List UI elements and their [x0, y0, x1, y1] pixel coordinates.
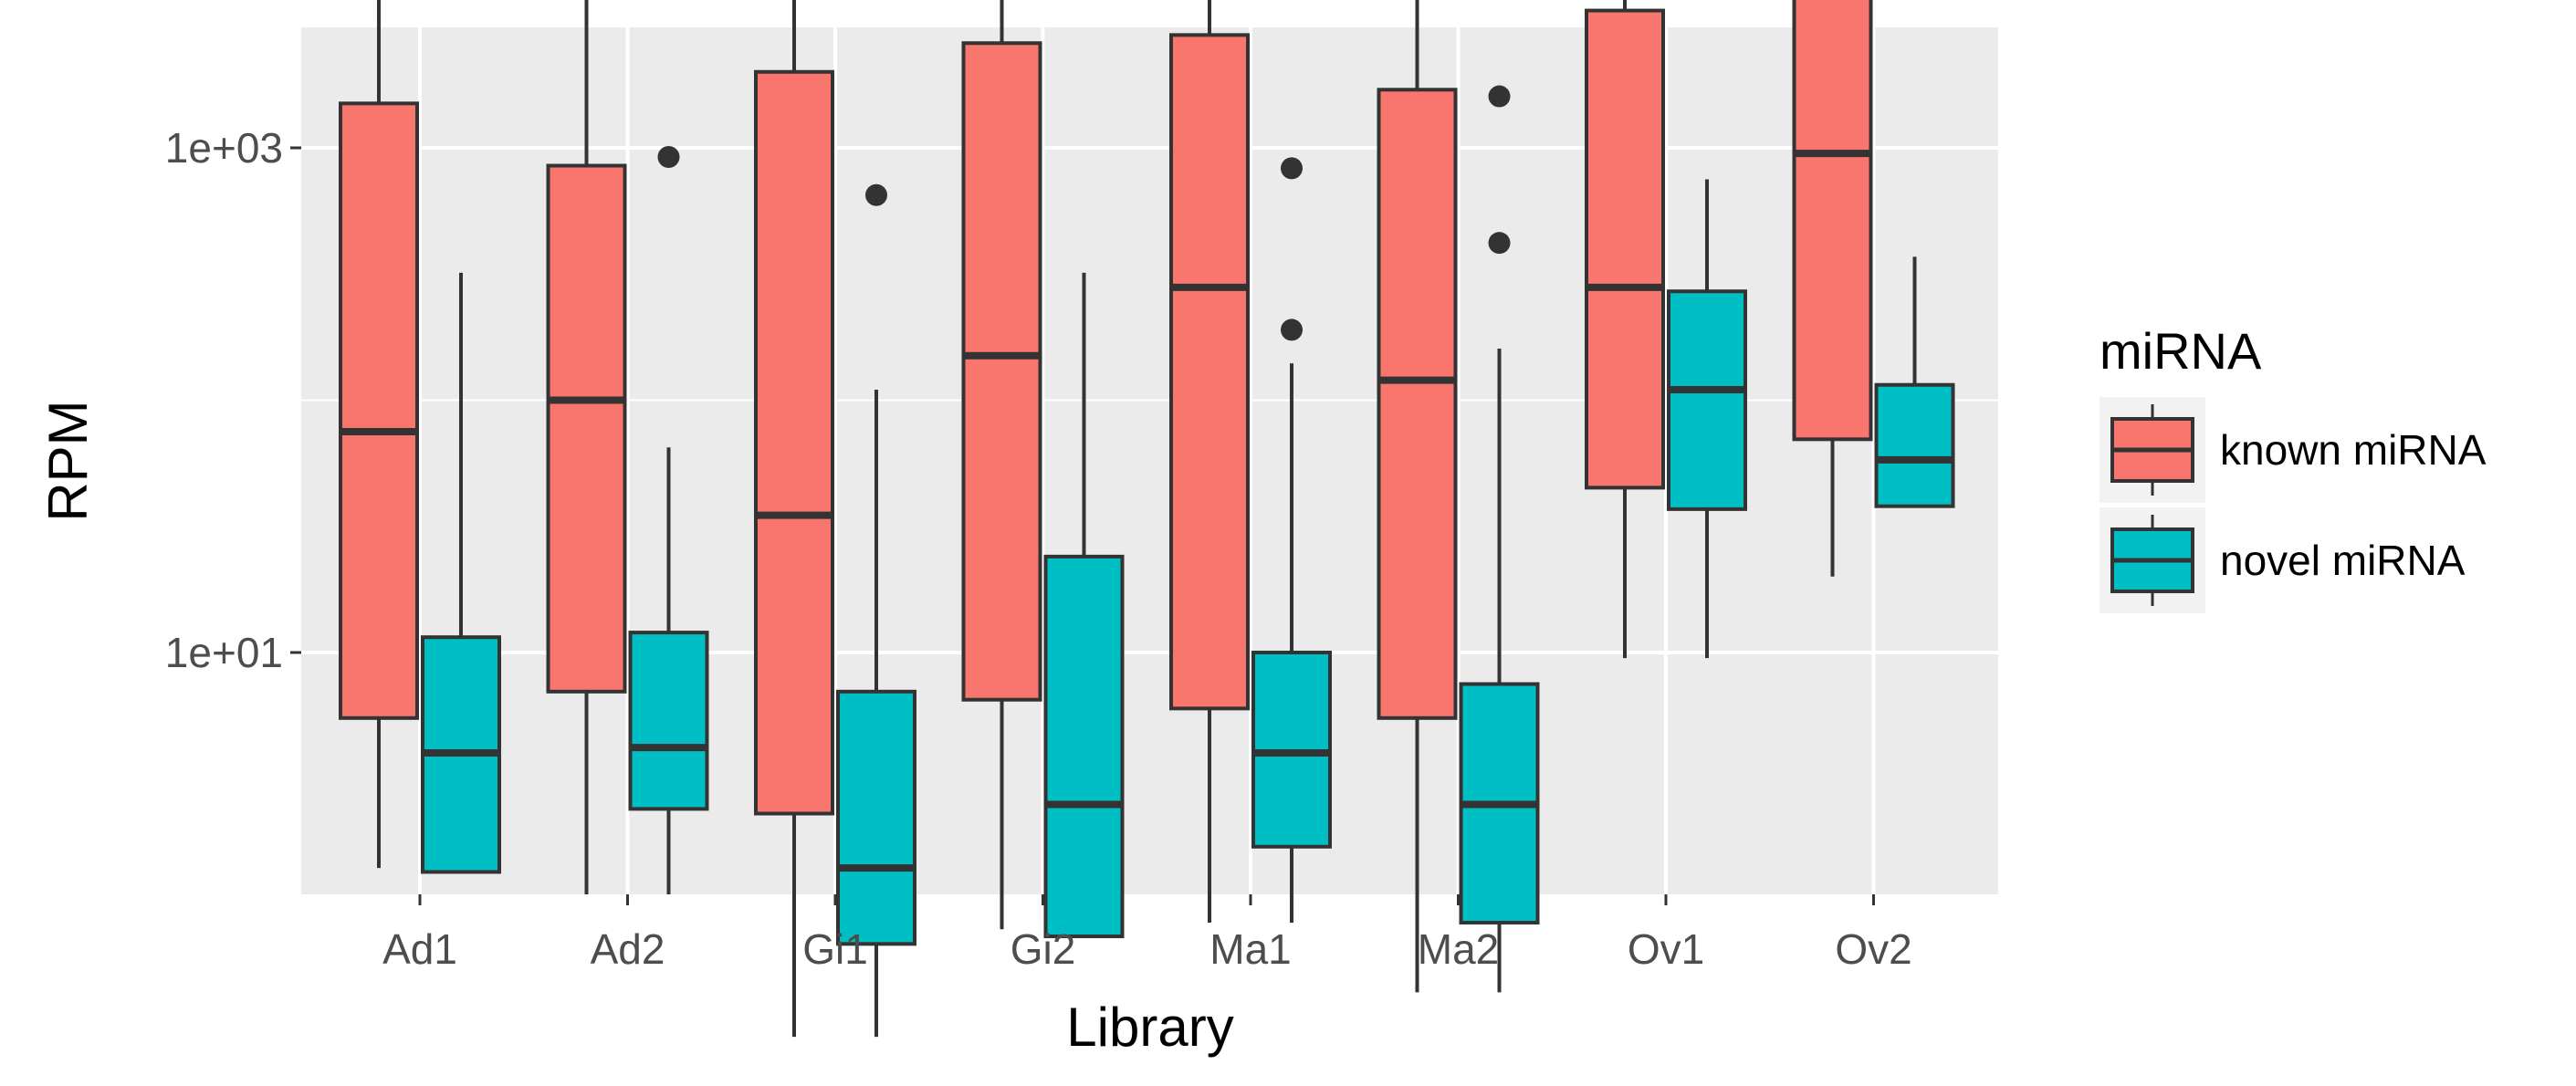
legend-label: known miRNA: [2220, 426, 2487, 474]
box-iqr: [836, 689, 916, 946]
box-Ad2-novel: [628, 146, 709, 895]
box-iqr: [1169, 33, 1250, 711]
box-Ad1-novel: [421, 272, 501, 874]
outlier-point: [657, 146, 680, 169]
outlier-point: [1488, 85, 1511, 108]
box-iqr: [961, 41, 1042, 702]
legend-item-known: known miRNA: [2100, 397, 2487, 503]
box-Ov2-novel: [1874, 256, 1955, 508]
box-Gi1-novel: [836, 183, 916, 1038]
box-iqr: [1792, 0, 1873, 442]
legend: miRNA known miRNA novel miRNA: [2100, 322, 2487, 613]
outlier-point: [1281, 157, 1303, 180]
x-tick-label: Ov1: [1628, 925, 1704, 973]
box-iqr: [1667, 289, 1747, 511]
x-tick-label: Ad1: [382, 925, 457, 973]
box-iqr: [628, 631, 709, 811]
box-Gi2-known: [961, 0, 1042, 930]
box-iqr: [1043, 554, 1125, 939]
outlier-point: [865, 183, 887, 206]
box-Ma2-novel: [1459, 85, 1540, 993]
box-iqr: [1377, 88, 1458, 720]
outlier-point: [1281, 318, 1303, 341]
x-axis: Ad1 Ad2 Gi1 Gi2 Ma1 Ma2 Ov1 Ov2: [382, 894, 1912, 973]
x-tick-label: Gi1: [802, 925, 868, 973]
x-tick-label: Ad2: [591, 925, 665, 973]
box-iqr: [1874, 382, 1955, 508]
legend-title: miRNA: [2100, 322, 2262, 380]
legend-item-novel: novel miRNA: [2100, 507, 2466, 613]
box-Ma1-known: [1169, 0, 1250, 924]
x-tick-label: Ma1: [1209, 925, 1291, 973]
box-iqr: [754, 69, 834, 816]
box-iqr: [1585, 8, 1665, 490]
legend-label: novel miRNA: [2220, 537, 2466, 584]
x-tick-label: Ov2: [1835, 925, 1911, 973]
y-tick-label: 1e+03: [165, 124, 283, 172]
box-Ov1-novel: [1667, 179, 1747, 659]
x-tick-label: Ma2: [1418, 925, 1499, 973]
box-iqr: [546, 163, 627, 694]
box-Ov2-known: [1792, 0, 1873, 577]
y-axis-title: RPM: [37, 400, 99, 521]
outlier-point: [1488, 232, 1511, 255]
box-Ad2-known: [546, 0, 627, 895]
box-iqr: [339, 101, 419, 720]
box-Ad1-known: [339, 0, 419, 869]
box-layer: [339, 0, 1955, 1038]
box-Ov1-known: [1585, 0, 1665, 659]
box-Ma2-known: [1377, 0, 1458, 993]
x-tick-label: Gi2: [1011, 925, 1076, 973]
box-Ma1-novel: [1251, 157, 1332, 924]
box-Gi2-novel: [1043, 272, 1125, 939]
x-axis-title: Library: [1066, 997, 1233, 1058]
y-tick-label: 1e+01: [165, 629, 283, 676]
box-Gi1-known: [754, 0, 834, 1038]
